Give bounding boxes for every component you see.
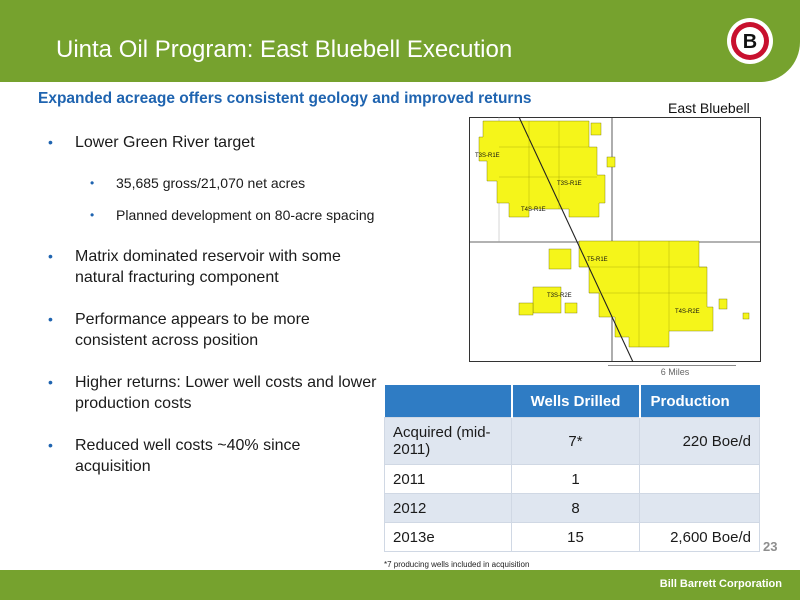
fault-line [518,117,634,362]
township-label: T4S-R2E [675,309,700,315]
table-cell [639,493,760,523]
table-row: 2013e 15 2,600 Boe/d [384,522,760,552]
table-cell: 8 [511,493,640,523]
footer-bar: Bill Barrett Corporation [0,570,800,600]
table-cell: 220 Boe/d [639,417,760,465]
acreage-map: T3S-R1E T3S-R1E T4S-R1E T5-R1E T3S-R2E T… [469,117,761,362]
sub-bullet-item: Planned development on 80-acre spacing [48,206,378,224]
bullet-list: Lower Green River target 35,685 gross/21… [48,132,378,498]
slide-title: Uinta Oil Program: East Bluebell Executi… [56,36,513,63]
table-cell: 2,600 Boe/d [639,522,760,552]
scale-bar [608,365,736,366]
table-cell: 7* [511,417,640,465]
wells-table: Wells Drilled Production Acquired (mid-2… [384,385,760,552]
township-label: T5-R1E [587,257,608,263]
table-cell: 2011 [384,464,512,494]
footnote: *7 producing wells included in acquisiti… [384,560,530,569]
township-label: T3S-R1E [557,181,582,187]
table-row: Acquired (mid-2011) 7* 220 Boe/d [384,417,760,465]
bullet-item: Performance appears to be more consisten… [48,309,378,351]
table-header-row: Wells Drilled Production [384,385,760,418]
header-bar: Uinta Oil Program: East Bluebell Executi… [0,0,800,82]
acreage-area-north [478,120,616,218]
table-cell: 1 [511,464,640,494]
table-header-cell: Wells Drilled [511,385,641,418]
logo-letter: B [743,31,757,53]
table-row: 2012 8 [384,493,760,523]
bullet-item: Higher returns: Lower well costs and low… [48,372,378,414]
bullet-item: Lower Green River target [48,132,378,153]
subtitle: Expanded acreage offers consistent geolo… [38,90,532,107]
township-label: T4S-R1E [521,207,546,213]
company-logo: B [727,18,773,64]
table-cell: 15 [511,522,640,552]
table-header-cell: Production [639,385,760,418]
township-label: T3S-R2E [547,293,572,299]
table-row: 2011 1 [384,464,760,494]
page-number: 23 [763,539,778,554]
table-cell: Acquired (mid-2011) [384,417,512,465]
bullet-item: Reduced well costs ~40% since acquisitio… [48,435,378,477]
bullet-item: Matrix dominated reservoir with some nat… [48,246,378,288]
township-label: T3S-R1E [475,153,500,159]
map-label: East Bluebell [668,100,750,116]
table-cell [639,464,760,494]
sub-bullet-item: 35,685 gross/21,070 net acres [48,174,378,192]
table-cell: 2013e [384,522,512,552]
footer-company-name: Bill Barrett Corporation [659,578,782,590]
acreage-area-south [518,240,750,348]
map-scale: 6 Miles [660,367,690,377]
table-header-cell [384,385,513,418]
table-cell: 2012 [384,493,512,523]
